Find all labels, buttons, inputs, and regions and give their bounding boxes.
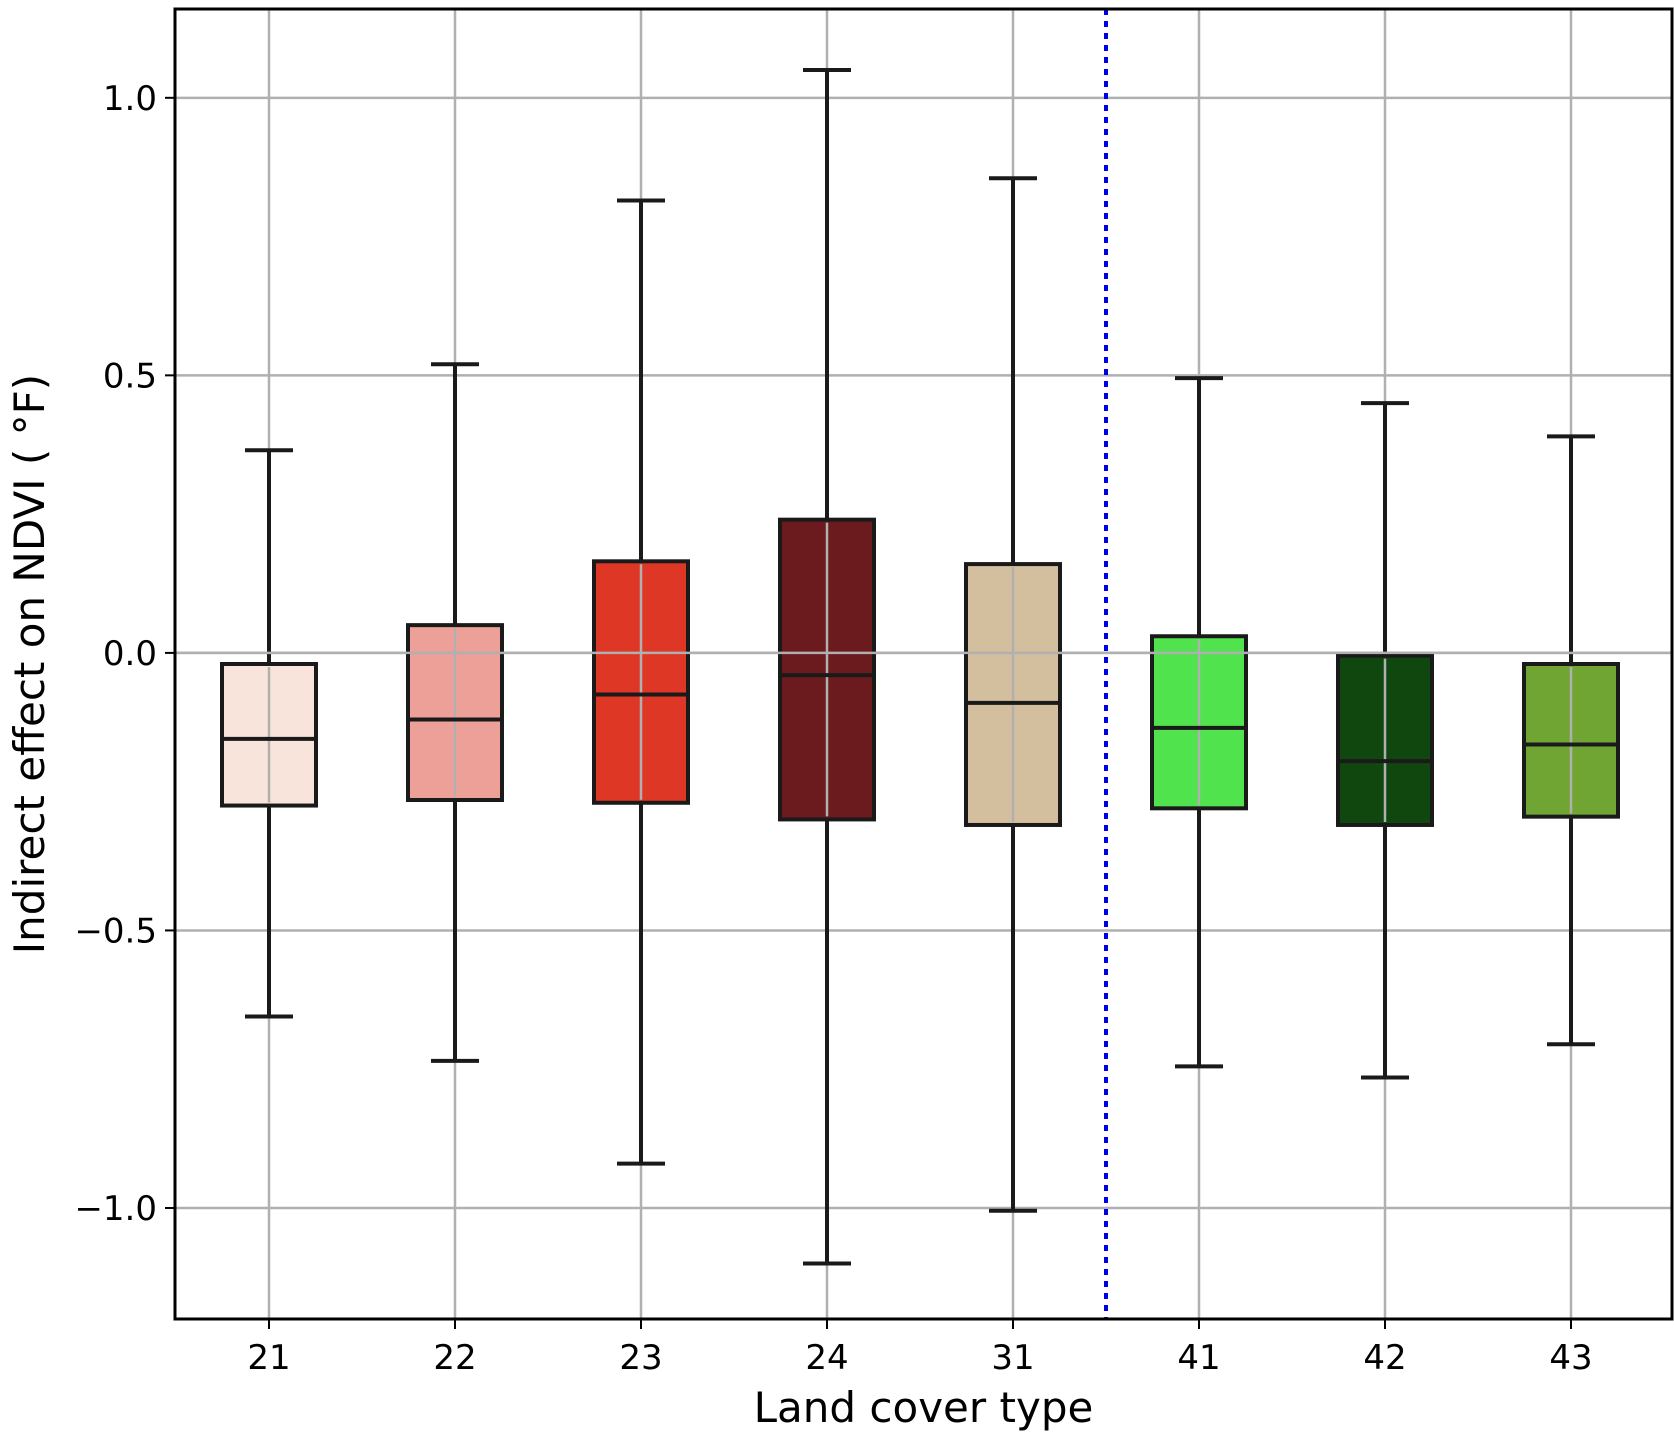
x-tick-label: 42 [1363, 1338, 1406, 1378]
box-layer [175, 68, 1672, 1266]
x-tick-label: 21 [247, 1338, 290, 1378]
y-tick-label: 0.0 [103, 634, 157, 674]
y-ticks: 1.0 0.5 0.0 −0.5 −1.0 [74, 79, 175, 1229]
box-23 [592, 198, 690, 1166]
x-tick-label: 31 [991, 1338, 1034, 1378]
x-axis-title: Land cover type [754, 1383, 1094, 1432]
y-tick-label: 0.5 [103, 356, 157, 396]
box-21 [220, 448, 318, 1019]
x-tick-label: 24 [805, 1338, 848, 1378]
x-tick-label: 22 [433, 1338, 476, 1378]
y-tick-label: −1.0 [74, 1189, 157, 1229]
box-24 [778, 68, 876, 1266]
box-22 [406, 362, 504, 1063]
box-43 [1522, 434, 1620, 1047]
y-tick-label: −0.5 [74, 911, 157, 951]
y-axis-title: Indirect effect on NDVI ( °F) [5, 374, 54, 954]
box-42 [1336, 401, 1434, 1080]
plot-frame [173, 7, 1674, 1321]
box-31 [964, 176, 1062, 1213]
box-41 [1150, 376, 1248, 1069]
x-tick-label: 41 [1177, 1338, 1220, 1378]
x-ticks: 21 22 23 24 31 41 42 43 [247, 1319, 1593, 1378]
y-tick-label: 1.0 [103, 79, 157, 119]
x-tick-label: 23 [619, 1338, 662, 1378]
x-tick-label: 43 [1549, 1338, 1592, 1378]
